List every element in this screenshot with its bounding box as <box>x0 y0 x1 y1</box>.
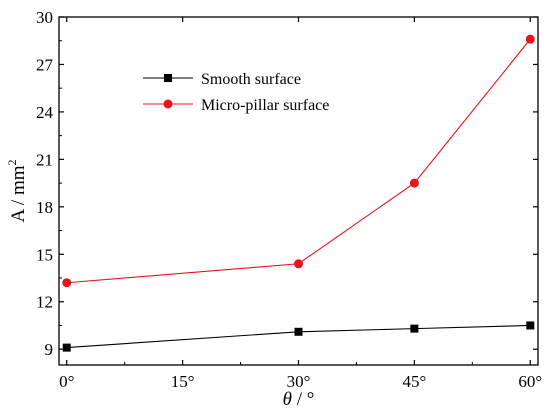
x-tick-label: 15° <box>171 372 195 391</box>
data-point <box>294 259 303 269</box>
y-axis: 9 12 15 18 21 24 27 30 <box>36 8 538 359</box>
legend-marker <box>163 99 173 109</box>
plot-border <box>58 16 539 366</box>
y-tick-label: 21 <box>36 150 53 169</box>
x-axis-unit: / ° <box>292 389 314 410</box>
y-axis-title: A / mm2 <box>5 159 29 222</box>
x-axis-title: θ / ° <box>283 389 315 410</box>
series-line <box>66 324 531 349</box>
y-tick-label: 9 <box>45 340 54 359</box>
legend-label: Micro-pillar surface <box>201 97 329 114</box>
x-tick-label: 30° <box>287 372 311 391</box>
x-tick-label: 60° <box>518 372 542 391</box>
y-tick-label: 27 <box>36 55 54 74</box>
x-axis: 0° 15° 30° 45° 60° <box>59 17 542 391</box>
y-axis-main: A / mm <box>8 165 29 222</box>
data-point <box>409 178 419 188</box>
y-tick-label: 30 <box>36 8 53 27</box>
plot-frame <box>58 16 539 366</box>
x-axis-symbol: θ <box>283 389 292 410</box>
data-point <box>526 321 535 330</box>
series-line <box>66 38 531 284</box>
x-tick-label: 0° <box>59 372 74 391</box>
data-point <box>525 34 535 44</box>
y-tick-label: 15 <box>36 245 53 264</box>
y-tick-label: 24 <box>36 103 54 122</box>
y-axis-superscript: 2 <box>5 159 19 165</box>
legend-marker <box>164 74 172 82</box>
y-tick-label: 12 <box>36 293 53 312</box>
data-point <box>294 327 303 336</box>
series-layer <box>62 34 535 352</box>
x-tick-label: 45° <box>402 372 426 391</box>
data-point <box>62 278 72 288</box>
data-point <box>62 343 71 352</box>
legend: Smooth surface Micro-pillar surface <box>143 71 329 114</box>
y-tick-label: 18 <box>36 198 53 217</box>
data-point <box>410 324 419 333</box>
legend-label: Smooth surface <box>201 71 301 88</box>
